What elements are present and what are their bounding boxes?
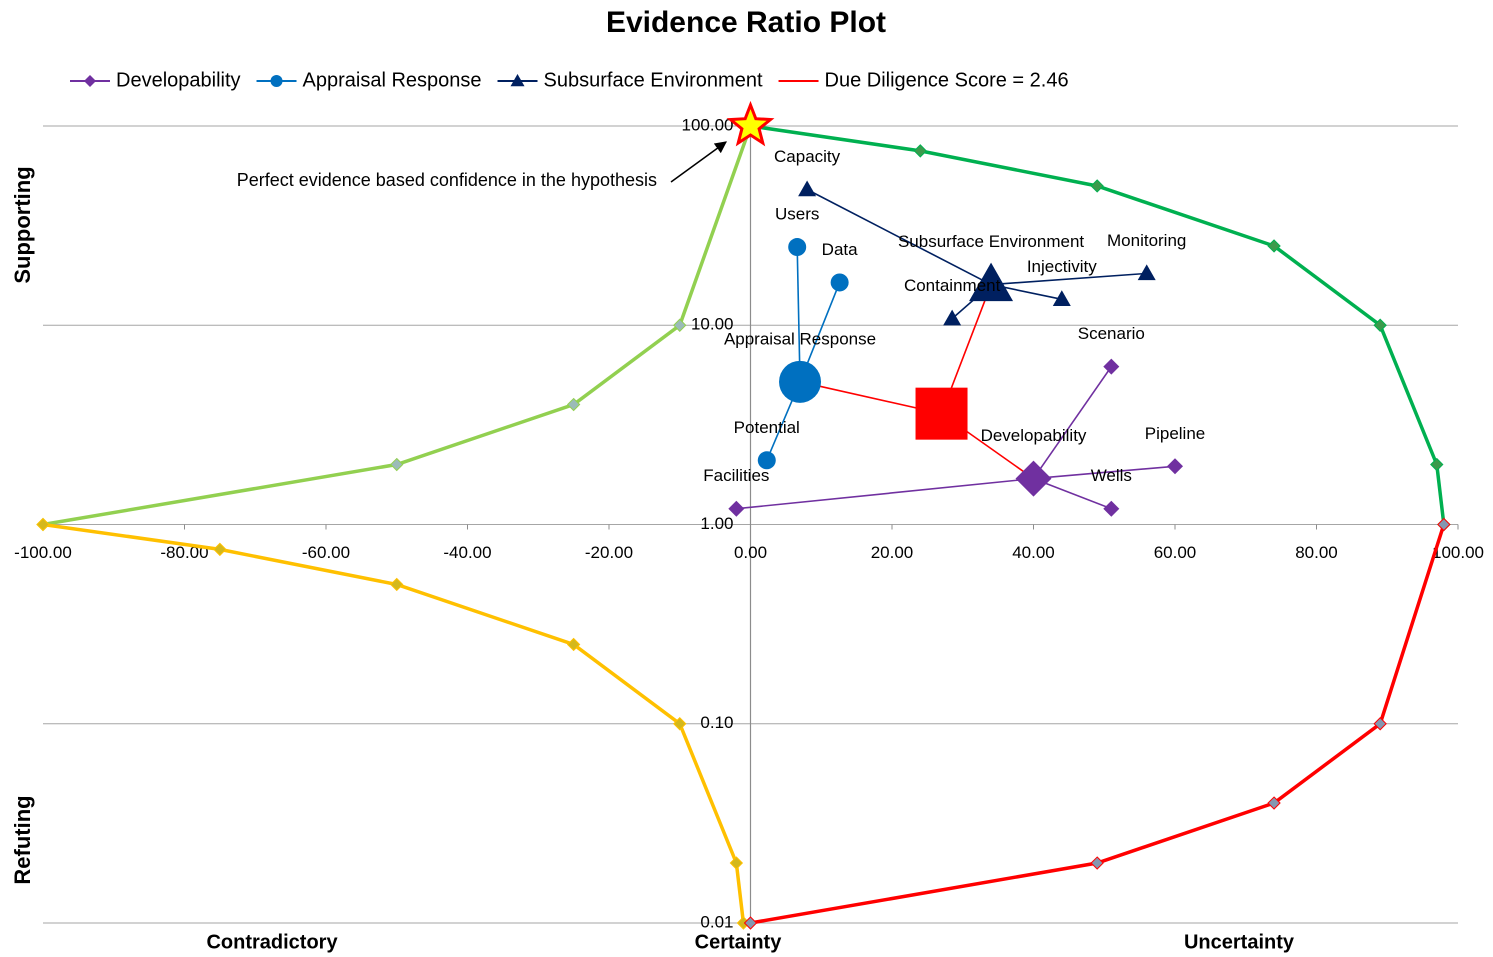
spoke-line <box>736 477 1034 510</box>
point <box>798 180 817 197</box>
y-axis-label: Refuting <box>10 795 35 884</box>
highlight-star <box>726 100 775 147</box>
boundary-point <box>729 856 744 870</box>
point-label: Data <box>822 240 858 259</box>
point-label: Facilities <box>703 466 769 485</box>
boundary-point <box>1267 239 1281 253</box>
x-axis-label: Uncertainty <box>1184 931 1295 953</box>
x-tick-label: -60.00 <box>302 543 350 562</box>
x-tick-label: 20.00 <box>871 543 914 562</box>
boundary-point <box>743 916 758 930</box>
y-tick-label: 1.00 <box>700 514 733 533</box>
spoke-line <box>1032 366 1112 480</box>
point <box>1167 458 1183 475</box>
boundary-point <box>390 457 404 472</box>
x-tick-label: 0.00 <box>734 543 767 562</box>
boundary-point <box>213 542 227 557</box>
boundary-point <box>390 577 404 592</box>
boundary-point <box>1373 318 1387 332</box>
point-label: Potential <box>734 418 800 437</box>
x-tick-label: 100.00 <box>1432 543 1484 562</box>
hub-point <box>915 387 968 440</box>
boundary-point <box>673 318 687 332</box>
point <box>788 238 807 257</box>
hub-point <box>779 360 822 403</box>
x-tick-label: 40.00 <box>1012 543 1055 562</box>
boundary-point <box>673 717 687 731</box>
y-tick-label: 10.00 <box>691 315 734 334</box>
legend-label: Developability <box>116 69 241 91</box>
x-axis-label: Contradictory <box>206 931 338 953</box>
y-tick-label: 100.00 <box>682 115 734 134</box>
point <box>830 273 849 292</box>
point <box>757 451 776 470</box>
boundary-point <box>36 517 50 532</box>
point <box>1103 358 1120 375</box>
y-tick-label: 0.01 <box>700 912 733 931</box>
point-label: Capacity <box>774 147 841 166</box>
y-tick-label: 0.10 <box>700 713 733 732</box>
point-label: Containment <box>904 276 1001 295</box>
x-tick-label: -40.00 <box>443 543 491 562</box>
boundary-point <box>1437 517 1451 532</box>
point <box>1137 264 1156 281</box>
point <box>943 309 962 326</box>
hub-point <box>1015 460 1052 497</box>
spoke-line <box>990 272 1147 286</box>
hub-point <box>969 262 1014 302</box>
spoke-line <box>1033 465 1176 480</box>
x-tick-label: -20.00 <box>585 543 633 562</box>
point-label: Subsurface Environment <box>898 232 1084 251</box>
point <box>1052 290 1071 307</box>
boundary-point <box>1430 457 1444 472</box>
y-axis-label: Supporting <box>10 166 35 283</box>
spoke-line <box>796 246 801 382</box>
legend-label: Subsurface Environment <box>544 69 763 91</box>
legend-marker <box>510 74 525 87</box>
boundary-point <box>566 397 581 412</box>
point-label: Wells <box>1091 466 1132 485</box>
annotation: Perfect evidence based confidence in the… <box>237 170 657 190</box>
point <box>728 500 745 517</box>
x-axis-label: Certainty <box>695 931 783 953</box>
boundary-point <box>913 144 928 158</box>
x-tick-label: 80.00 <box>1295 543 1338 562</box>
boundary-point <box>1267 796 1281 810</box>
legend-marker <box>270 75 283 87</box>
legend-label: Appraisal Response <box>303 69 482 91</box>
x-tick-label: 60.00 <box>1154 543 1197 562</box>
boundary-point <box>566 637 581 652</box>
chart-title: Evidence Ratio Plot <box>606 6 886 39</box>
point-label: Pipeline <box>1145 424 1206 443</box>
point-label: Developability <box>981 426 1087 445</box>
point-label: Monitoring <box>1107 231 1186 250</box>
legend-label: Due Diligence Score = 2.46 <box>825 69 1069 91</box>
grid <box>42 125 1459 924</box>
boundary-point <box>1090 179 1104 193</box>
point-label: Injectivity <box>1027 257 1097 276</box>
point <box>1103 500 1120 517</box>
point-label: Appraisal Response <box>724 329 876 348</box>
spoke-line <box>806 188 992 286</box>
point-label: Scenario <box>1078 324 1145 343</box>
legend-marker <box>84 75 96 87</box>
point-label: Users <box>775 204 819 223</box>
annotation-arrow <box>670 141 727 183</box>
boundary-point <box>1373 717 1387 731</box>
boundary-point <box>1090 856 1104 870</box>
x-tick-label: -100.00 <box>14 543 72 562</box>
